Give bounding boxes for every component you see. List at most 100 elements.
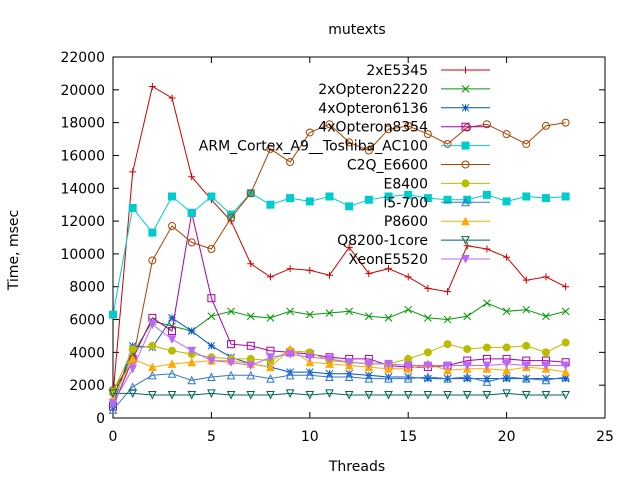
data-point (187, 327, 196, 335)
data-point (364, 391, 374, 400)
legend-label: P8600 (384, 214, 428, 230)
data-point (404, 121, 413, 130)
data-point (108, 399, 118, 408)
series-line (112, 342, 566, 392)
data-point (483, 245, 491, 253)
y-tick-label: 12000 (60, 214, 105, 230)
data-point (463, 374, 472, 383)
data-point (404, 354, 413, 363)
data-point (423, 130, 432, 139)
data-point (187, 238, 196, 247)
series-4 (109, 189, 570, 319)
data-point (168, 222, 177, 231)
data-point (502, 359, 511, 369)
data-point (364, 359, 374, 369)
series-line (112, 85, 566, 396)
data-point (148, 256, 157, 265)
data-point (424, 374, 432, 383)
data-point (443, 139, 452, 148)
series-6 (109, 338, 570, 396)
data-point (128, 203, 137, 212)
data-point (541, 121, 550, 130)
data-point (345, 138, 354, 147)
data-point (187, 346, 197, 356)
data-point (266, 362, 275, 372)
data-point (286, 194, 295, 203)
data-point (207, 244, 216, 253)
data-point (207, 294, 216, 303)
data-point (266, 144, 275, 153)
data-point (463, 345, 472, 354)
data-point (522, 341, 531, 350)
data-point (502, 374, 511, 383)
data-point (148, 370, 157, 380)
series-10 (108, 320, 570, 408)
data-point (482, 377, 492, 386)
data-point (384, 391, 393, 400)
legend-label: E8400 (384, 176, 428, 192)
y-tick-label: 8000 (69, 280, 105, 296)
data-point (462, 391, 472, 400)
legend-label: 4xOpteron6136 (318, 101, 428, 117)
data-point (423, 391, 433, 400)
data-point (463, 123, 472, 132)
data-point (503, 253, 511, 261)
series-line (112, 122, 566, 391)
data-point (148, 320, 157, 330)
data-point (384, 314, 393, 322)
data-point (187, 375, 197, 385)
data-point (246, 391, 256, 400)
data-point (246, 189, 255, 198)
data-point (542, 374, 550, 383)
y-tick-label: 2000 (69, 378, 105, 394)
data-point (108, 405, 118, 414)
data-point (561, 361, 570, 371)
data-point (443, 361, 452, 371)
data-point (207, 341, 216, 350)
data-point (109, 310, 117, 319)
legend-marker (461, 255, 470, 264)
data-point (226, 358, 236, 367)
data-point (285, 350, 295, 359)
data-point (384, 373, 393, 381)
data-point (541, 348, 550, 357)
data-point (344, 372, 354, 381)
legend-marker (461, 85, 470, 93)
data-point (364, 373, 374, 383)
y-tick-label: 16000 (60, 148, 105, 164)
data-point (403, 373, 413, 383)
data-point (463, 312, 472, 321)
legend-label: ARM_Cortex_A9__Toshiba_AC100 (199, 139, 428, 155)
data-point (128, 354, 137, 363)
x-tick-label: 10 (301, 429, 319, 445)
series-group (108, 83, 570, 414)
y-tick-label: 20000 (60, 83, 105, 99)
data-point (168, 346, 177, 355)
data-point (423, 361, 433, 371)
data-point (522, 139, 531, 148)
data-point (148, 362, 157, 372)
data-point (285, 389, 295, 399)
chart-title: mutexts (328, 22, 385, 38)
data-point (403, 361, 413, 371)
legend-marker (461, 160, 470, 169)
series-line (112, 373, 566, 411)
data-point (305, 310, 314, 319)
data-point (502, 197, 511, 206)
data-point (562, 283, 570, 291)
legend-label: 2xE5345 (366, 63, 428, 79)
data-point (207, 192, 216, 201)
data-point (187, 357, 197, 367)
data-point (404, 373, 413, 381)
data-point (443, 365, 452, 375)
data-point (444, 288, 452, 296)
data-point (266, 273, 274, 281)
data-point (305, 353, 315, 362)
legend-label: i5-700 (383, 195, 428, 211)
data-point (502, 307, 511, 316)
data-point (325, 271, 333, 279)
data-point (286, 158, 295, 167)
legend-label: 4xOpteron8354 (318, 120, 428, 136)
data-point (325, 354, 334, 364)
data-point (423, 194, 432, 203)
